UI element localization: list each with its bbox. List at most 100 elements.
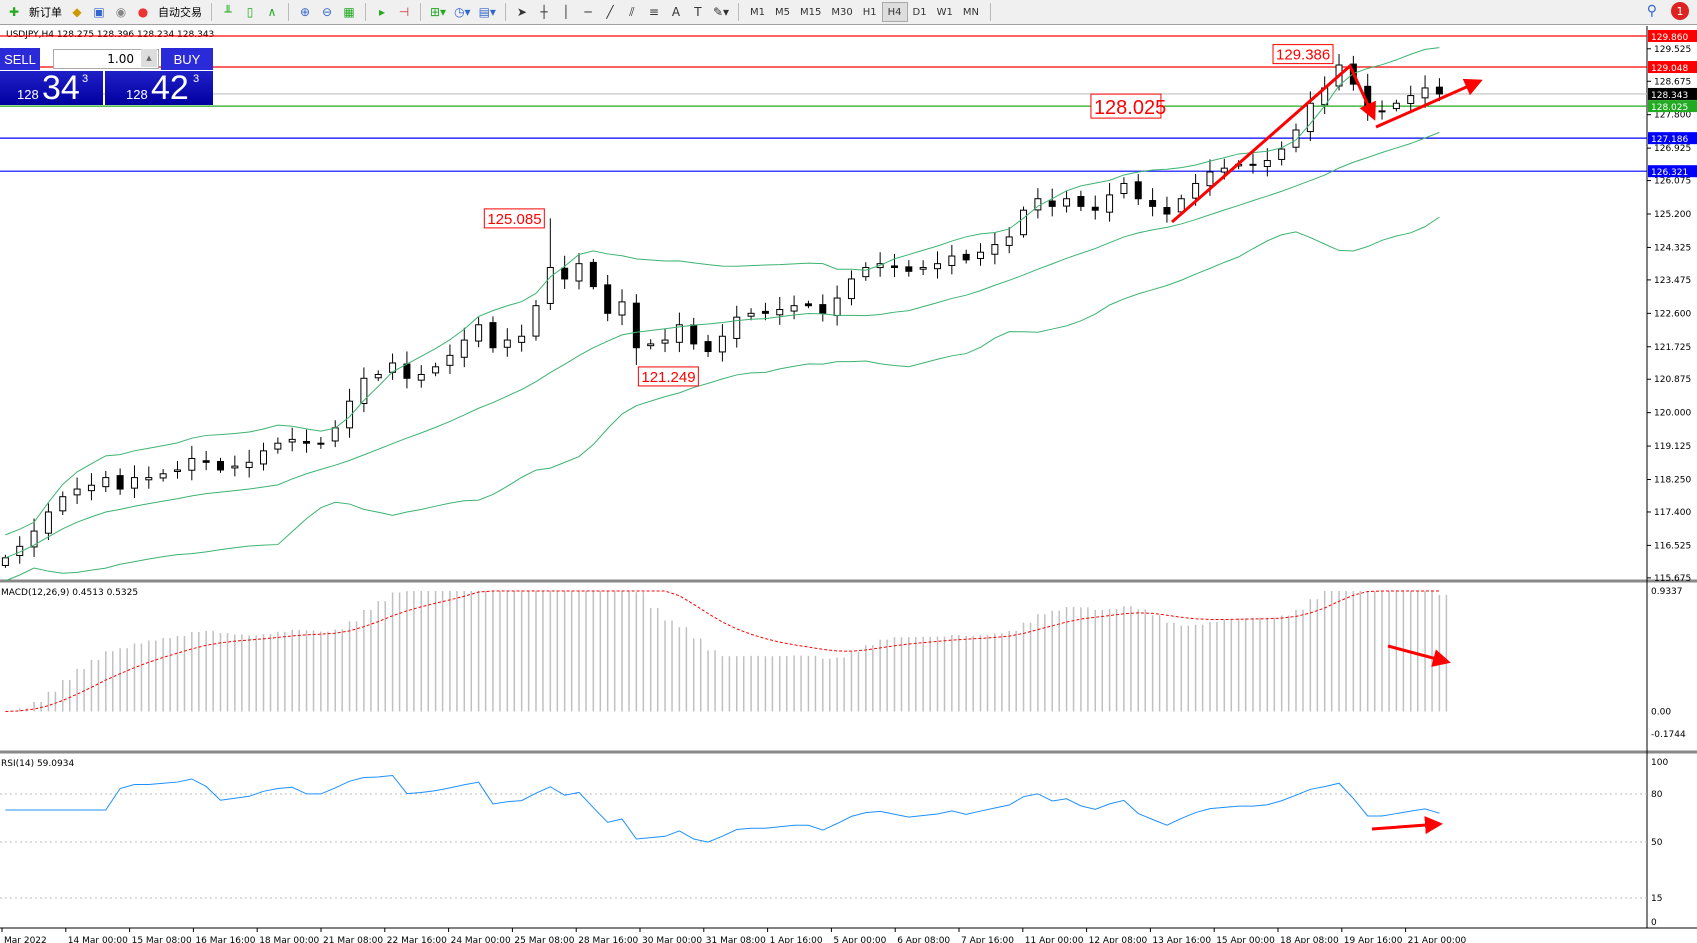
bar-chart-icon[interactable]: ╨ — [224, 5, 232, 19]
bull-candle — [173, 469, 181, 472]
timeframe-h4[interactable]: H4 — [881, 2, 908, 22]
bull-candle — [1392, 102, 1400, 110]
auto-trading-button[interactable]: 自动交易 — [158, 6, 202, 19]
bull-candle — [102, 477, 110, 488]
timeframe-mn[interactable]: MN — [962, 6, 979, 18]
periods-icon[interactable]: ◷▾ — [454, 5, 471, 19]
lot-increase-button[interactable]: ▲ — [141, 49, 157, 67]
bull-candle — [532, 305, 540, 337]
bear-candle — [761, 310, 769, 314]
bear-candle — [905, 266, 913, 272]
time-label: 21 Apr 00:00 — [1408, 936, 1467, 943]
buy-button[interactable]: BUY — [161, 48, 213, 70]
bull-candle — [374, 373, 382, 379]
text-label-icon[interactable]: T — [694, 5, 702, 19]
time-label: 6 Apr 08:00 — [897, 936, 950, 943]
time-label: 7 Apr 16:00 — [961, 936, 1014, 943]
time-label: 31 Mar 08:00 — [706, 936, 766, 943]
bull-candle — [346, 400, 354, 429]
arrows-icon[interactable]: ✎▾ — [712, 5, 730, 19]
bull-candle — [847, 278, 855, 300]
bull-candle — [618, 301, 626, 316]
timeframe-m30[interactable]: M30 — [831, 6, 853, 18]
bid-pips: 34 — [42, 69, 80, 107]
timeframe-w1[interactable]: W1 — [936, 6, 953, 18]
timeframe-m5[interactable]: M5 — [775, 6, 791, 18]
time-label: 15 Mar 08:00 — [132, 936, 192, 943]
lot-size-input[interactable]: 1.00 — [53, 49, 159, 69]
time-label: 18 Apr 08:00 — [1280, 936, 1339, 943]
bid-price[interactable]: 128 34 3 — [0, 69, 103, 107]
vertical-line-icon[interactable]: │ — [562, 5, 570, 19]
horizontal-line-icon[interactable]: ─ — [584, 5, 592, 19]
bid-big-figure: 128 — [17, 87, 39, 102]
trend-arrow-up — [1375, 78, 1483, 129]
ask-price[interactable]: 128 42 3 — [105, 69, 213, 107]
templates-icon[interactable]: ▤▾ — [478, 5, 496, 19]
bull-candle — [518, 335, 526, 343]
crosshair-icon[interactable]: ┼ — [540, 5, 548, 19]
chart-shift-icon[interactable]: ⊣ — [398, 5, 410, 19]
signals-icon[interactable]: ◉ — [115, 5, 127, 19]
rsi-tick-label: 0 — [1651, 918, 1657, 928]
bear-candle — [962, 253, 970, 261]
time-label: 5 Apr 00:00 — [833, 936, 886, 943]
fibonacci-icon[interactable]: ≡ — [648, 5, 659, 19]
time-label: 15 Apr 00:00 — [1216, 936, 1275, 943]
bull-candle — [1292, 129, 1300, 148]
bull-candle — [1263, 160, 1271, 167]
sell-button[interactable]: SELL — [0, 48, 40, 70]
time-label: 11 Apr 00:00 — [1025, 936, 1084, 943]
terminal-icon[interactable]: ▣ — [93, 5, 105, 19]
timeframe-m1[interactable]: M1 — [750, 6, 766, 18]
trendline-icon[interactable]: ╱ — [606, 5, 614, 19]
zoom-in-icon[interactable]: ⊕ — [299, 5, 311, 19]
bull-candle — [1407, 95, 1415, 104]
bear-candle — [1163, 207, 1171, 215]
zoom-out-icon[interactable]: ⊖ — [321, 5, 333, 19]
price-label-box — [1090, 93, 1162, 119]
chart-area[interactable]: USDJPY,H4 128.275 128.396 128.234 128.34… — [0, 26, 1697, 943]
bull-candle — [1005, 236, 1013, 246]
auto-trading-icon[interactable]: ● — [137, 5, 149, 19]
price-label-box — [1272, 44, 1334, 65]
new-order-button[interactable]: 新订单 — [29, 6, 62, 19]
bull-candle — [919, 266, 927, 270]
bollinger-middle — [5, 131, 1440, 559]
search-icon[interactable]: ⚲ — [1646, 3, 1657, 19]
price-tick-label: 120.875 — [1654, 375, 1691, 385]
indicators-icon[interactable]: ⊞▾ — [430, 5, 447, 19]
auto-scroll-icon[interactable]: ▸ — [378, 5, 386, 19]
bull-candle — [991, 244, 999, 255]
bull-candle — [1192, 182, 1200, 199]
divider — [288, 3, 289, 21]
tile-windows-icon[interactable]: ▦ — [343, 5, 355, 19]
text-icon[interactable]: A — [671, 5, 681, 19]
timeframe-m15[interactable]: M15 — [800, 6, 822, 18]
bull-candle — [130, 477, 138, 489]
price-level-badge — [1648, 132, 1697, 145]
bear-candle — [116, 475, 124, 490]
time-label: 16 Mar 16:00 — [195, 936, 255, 943]
cursor-icon[interactable]: ➤ — [516, 5, 527, 19]
bear-candle — [1091, 206, 1099, 211]
notification-badge[interactable]: 1 — [1671, 2, 1689, 20]
channel-icon[interactable]: ⫽ — [629, 4, 635, 19]
price-tick-label: 126.075 — [1654, 177, 1691, 187]
meta-editor-icon[interactable]: ◆ — [72, 5, 82, 19]
price-label-box — [483, 208, 545, 229]
bull-candle — [317, 442, 325, 445]
divider — [420, 3, 421, 21]
time-label: Mar 2022 — [4, 936, 47, 943]
line-chart-icon[interactable]: ∧ — [267, 5, 277, 19]
bull-candle — [44, 511, 52, 534]
ask-fraction: 3 — [193, 73, 200, 85]
new-order-icon[interactable]: ✚ — [8, 5, 20, 19]
candlestick-icon[interactable]: ▯ — [246, 5, 254, 19]
price-level-label: 126.321 — [1651, 168, 1688, 178]
timeframe-d1[interactable]: D1 — [912, 6, 927, 18]
bull-candle — [1249, 163, 1257, 166]
price-tick-label: 116.525 — [1654, 541, 1691, 551]
timeframe-h1[interactable]: H1 — [862, 6, 877, 18]
ask-pips: 42 — [151, 69, 189, 107]
